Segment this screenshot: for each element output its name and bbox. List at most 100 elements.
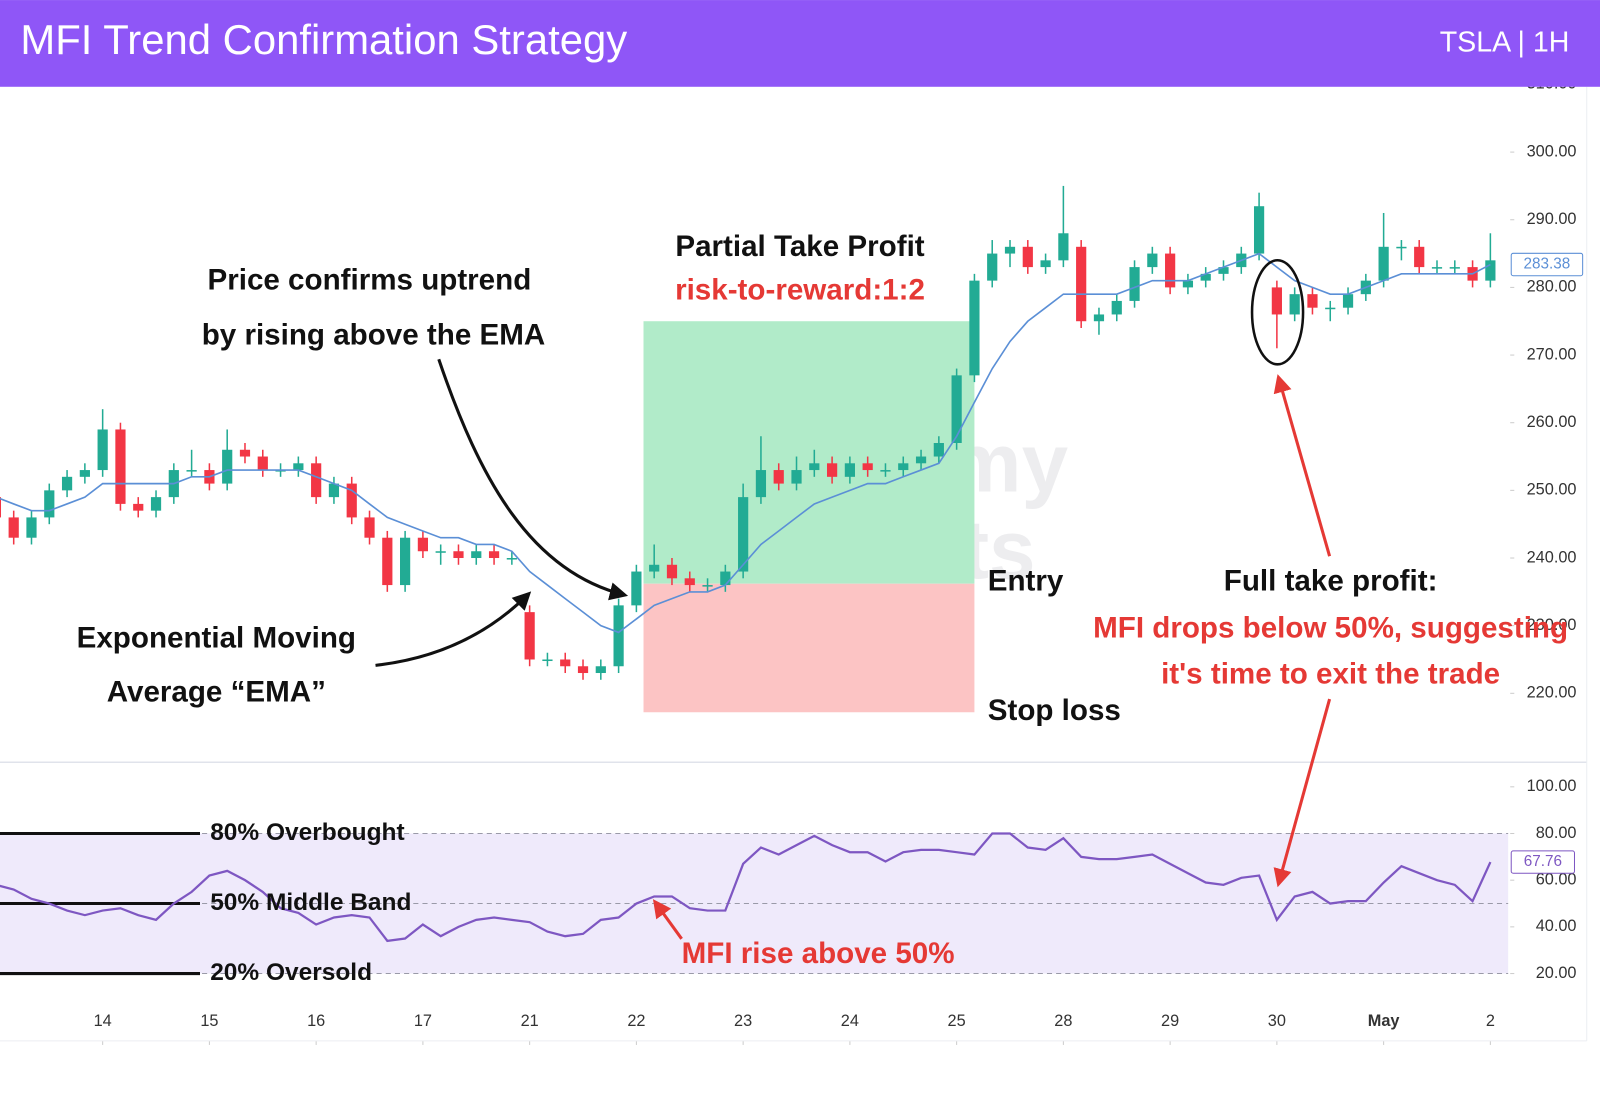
y-tick-label: 260.00 bbox=[1527, 413, 1577, 431]
x-tick-label: 23 bbox=[734, 1012, 752, 1030]
candle-body bbox=[969, 280, 980, 376]
x-tick-label: 28 bbox=[1054, 1012, 1072, 1030]
y-tick-label: 220.00 bbox=[1527, 684, 1577, 702]
candle-body bbox=[1396, 246, 1407, 249]
candle-body bbox=[898, 463, 909, 471]
arrow bbox=[1273, 698, 1332, 888]
y-tick-label: 60.00 bbox=[1536, 870, 1577, 888]
candle-body bbox=[115, 429, 126, 504]
candle-body bbox=[684, 578, 695, 586]
candle-body bbox=[328, 483, 340, 498]
x-tick-label: 29 bbox=[1161, 1012, 1179, 1030]
candle-body bbox=[613, 605, 624, 667]
candle-body bbox=[1342, 294, 1354, 308]
arrow bbox=[437, 358, 629, 601]
x-tick-label: 16 bbox=[307, 1012, 325, 1030]
y-tick-label: 230.00 bbox=[1527, 616, 1577, 634]
candle-body bbox=[933, 443, 944, 457]
ema-price-tag bbox=[1510, 252, 1584, 277]
candle-body bbox=[133, 503, 144, 511]
y-tick-label: 250.00 bbox=[1527, 481, 1577, 499]
candle-body bbox=[1289, 294, 1300, 315]
candle-body bbox=[382, 537, 393, 586]
candle-body bbox=[951, 375, 962, 444]
candle-body bbox=[186, 470, 197, 472]
candle-body bbox=[862, 463, 873, 471]
candle-body bbox=[1218, 267, 1229, 274]
candle-body bbox=[79, 470, 90, 477]
candle-body bbox=[364, 517, 375, 538]
candle-body bbox=[577, 666, 589, 674]
candle-body bbox=[844, 463, 855, 477]
candle-body bbox=[1165, 253, 1176, 288]
x-tick-label: 14 bbox=[94, 1012, 112, 1030]
annotation: Stop loss bbox=[988, 694, 1121, 727]
y-tick-label: 40.00 bbox=[1536, 917, 1577, 935]
candle-body bbox=[435, 551, 446, 553]
annotation: Partial Take Profit bbox=[675, 230, 924, 263]
candle-body bbox=[542, 659, 553, 662]
candle-body bbox=[1004, 246, 1016, 254]
mfi-value-tag bbox=[1510, 850, 1575, 874]
x-tick-label: 30 bbox=[1268, 1012, 1286, 1030]
ema-line bbox=[0, 252, 1491, 634]
y-tick-label: 240.00 bbox=[1527, 548, 1577, 566]
candle-body bbox=[8, 517, 19, 538]
candle-body bbox=[1414, 246, 1425, 268]
candle-body bbox=[987, 253, 998, 281]
candle-body bbox=[1076, 246, 1087, 322]
candle-body bbox=[1378, 246, 1389, 281]
candle-body bbox=[506, 558, 517, 560]
band-label: 50% Middle Band bbox=[210, 889, 411, 916]
candle-body bbox=[1271, 287, 1282, 315]
take-profit-zone bbox=[643, 321, 975, 584]
candle-body bbox=[311, 463, 322, 498]
candle-body bbox=[755, 470, 767, 498]
candle-body bbox=[222, 449, 233, 484]
candle-body bbox=[1325, 307, 1336, 310]
header bbox=[0, 0, 1600, 87]
candle-body bbox=[1129, 267, 1140, 301]
candle-body bbox=[61, 476, 73, 491]
arrow bbox=[652, 899, 683, 940]
candle-body bbox=[1200, 273, 1211, 281]
candle-body bbox=[826, 463, 838, 477]
candle-body bbox=[1307, 294, 1318, 308]
candle-body bbox=[1058, 233, 1069, 261]
annotation: Price confirms uptrend bbox=[207, 263, 531, 296]
y-tick-label: 80.00 bbox=[1536, 824, 1577, 842]
candle-body bbox=[417, 537, 428, 552]
candle-body bbox=[1093, 314, 1105, 322]
x-tick-label: 2 bbox=[1486, 1012, 1495, 1030]
x-tick-label: 15 bbox=[200, 1012, 218, 1030]
candle-body bbox=[97, 429, 108, 471]
candle-body bbox=[471, 551, 482, 559]
candle-body bbox=[150, 497, 162, 511]
annotation: by rising above the EMA bbox=[202, 319, 546, 352]
candle-body bbox=[1040, 260, 1051, 268]
candle-body bbox=[1449, 267, 1460, 269]
mfi-line bbox=[0, 832, 1492, 943]
annotation: it's time to exit the trade bbox=[1161, 657, 1500, 690]
x-tick-label: 25 bbox=[948, 1012, 966, 1030]
mfi-value-label: 67.76 bbox=[1524, 853, 1562, 870]
candle-body bbox=[720, 571, 731, 586]
candle-body bbox=[1253, 206, 1265, 254]
candle-body bbox=[915, 456, 927, 464]
candle-body bbox=[1431, 267, 1443, 269]
ema-price-label: 283.38 bbox=[1524, 256, 1571, 273]
candle-body bbox=[1111, 300, 1122, 315]
candle-body bbox=[666, 564, 678, 579]
stop-loss-zone bbox=[643, 583, 975, 713]
candle-body bbox=[0, 497, 2, 518]
y-tick-label: 100.00 bbox=[1527, 777, 1577, 795]
y-tick-label: 270.00 bbox=[1527, 345, 1577, 363]
candle-body bbox=[773, 470, 784, 484]
band-label: 20% Oversold bbox=[210, 959, 372, 986]
candle-body bbox=[631, 571, 642, 606]
annotation: Entry bbox=[988, 565, 1064, 598]
candle-body bbox=[560, 659, 571, 667]
annotation: MFI drops below 50%, suggesting bbox=[1093, 611, 1568, 644]
x-tick-label: 17 bbox=[414, 1012, 432, 1030]
